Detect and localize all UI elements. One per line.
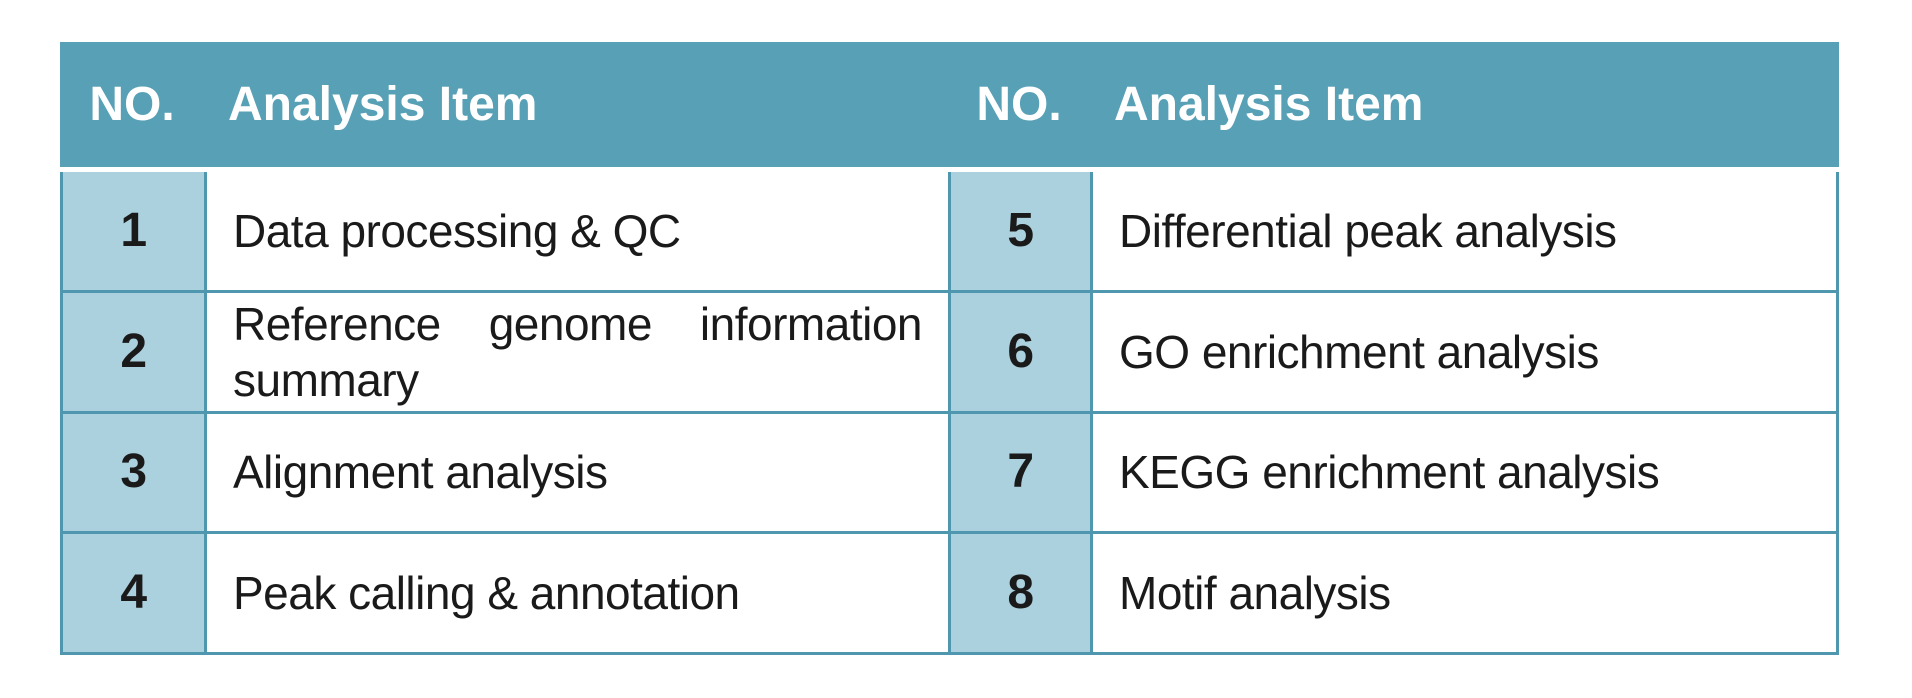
no-cell: 5 — [951, 172, 1090, 290]
header-no-left: NO. — [89, 78, 175, 131]
row-number: 4 — [120, 566, 147, 620]
item-cell: KEGG enrichment analysis — [1093, 413, 1836, 532]
analysis-item-label: GO enrichment analysis — [1119, 325, 1599, 378]
analysis-item-label: Alignment analysis — [233, 446, 608, 499]
no-cell: 2 — [63, 292, 204, 411]
analysis-item-label: Differential peak analysis — [1119, 204, 1617, 257]
header-item-left: Analysis Item — [228, 78, 538, 131]
item-cell: Data processing & QC — [207, 172, 948, 290]
no-cell: 6 — [951, 292, 1090, 411]
item-cell: GO enrichment analysis — [1093, 292, 1836, 411]
header-body-divider — [60, 167, 1839, 172]
analysis-item-label: Peak calling & annotation — [233, 567, 740, 620]
row-number: 2 — [120, 324, 147, 378]
table-header-row: NO. Analysis Item NO. Analysis Item — [60, 42, 1839, 167]
header-no-right: NO. — [976, 78, 1062, 131]
item-cell: Reference genome information summary — [207, 292, 948, 411]
no-cell: 1 — [63, 172, 204, 290]
item-cell: Motif analysis — [1093, 534, 1836, 652]
no-cell: 8 — [951, 534, 1090, 652]
item-cell: Alignment analysis — [207, 413, 948, 532]
analysis-item-label: KEGG enrichment analysis — [1119, 446, 1660, 499]
item-cell: Peak calling & annotation — [207, 534, 948, 652]
row-number: 6 — [1007, 324, 1034, 378]
analysis-items-table: NO. Analysis Item NO. Analysis Item 1 Da… — [60, 42, 1839, 655]
no-cell: 3 — [63, 413, 204, 532]
row-number: 5 — [1007, 203, 1034, 257]
header-item-right: Analysis Item — [1114, 78, 1424, 131]
analysis-item-label: Reference genome information summary — [233, 297, 923, 406]
row-number: 3 — [120, 445, 147, 499]
item-cell: Differential peak analysis — [1093, 172, 1836, 290]
no-cell: 4 — [63, 534, 204, 652]
no-cell: 7 — [951, 413, 1090, 532]
analysis-item-label: Data processing & QC — [233, 204, 681, 257]
row-number: 8 — [1007, 566, 1034, 620]
row-number: 7 — [1007, 445, 1034, 499]
table-body: 1 Data processing & QC 5 Differential pe… — [60, 172, 1839, 655]
row-number: 1 — [120, 203, 147, 257]
analysis-item-label: Motif analysis — [1119, 567, 1391, 620]
